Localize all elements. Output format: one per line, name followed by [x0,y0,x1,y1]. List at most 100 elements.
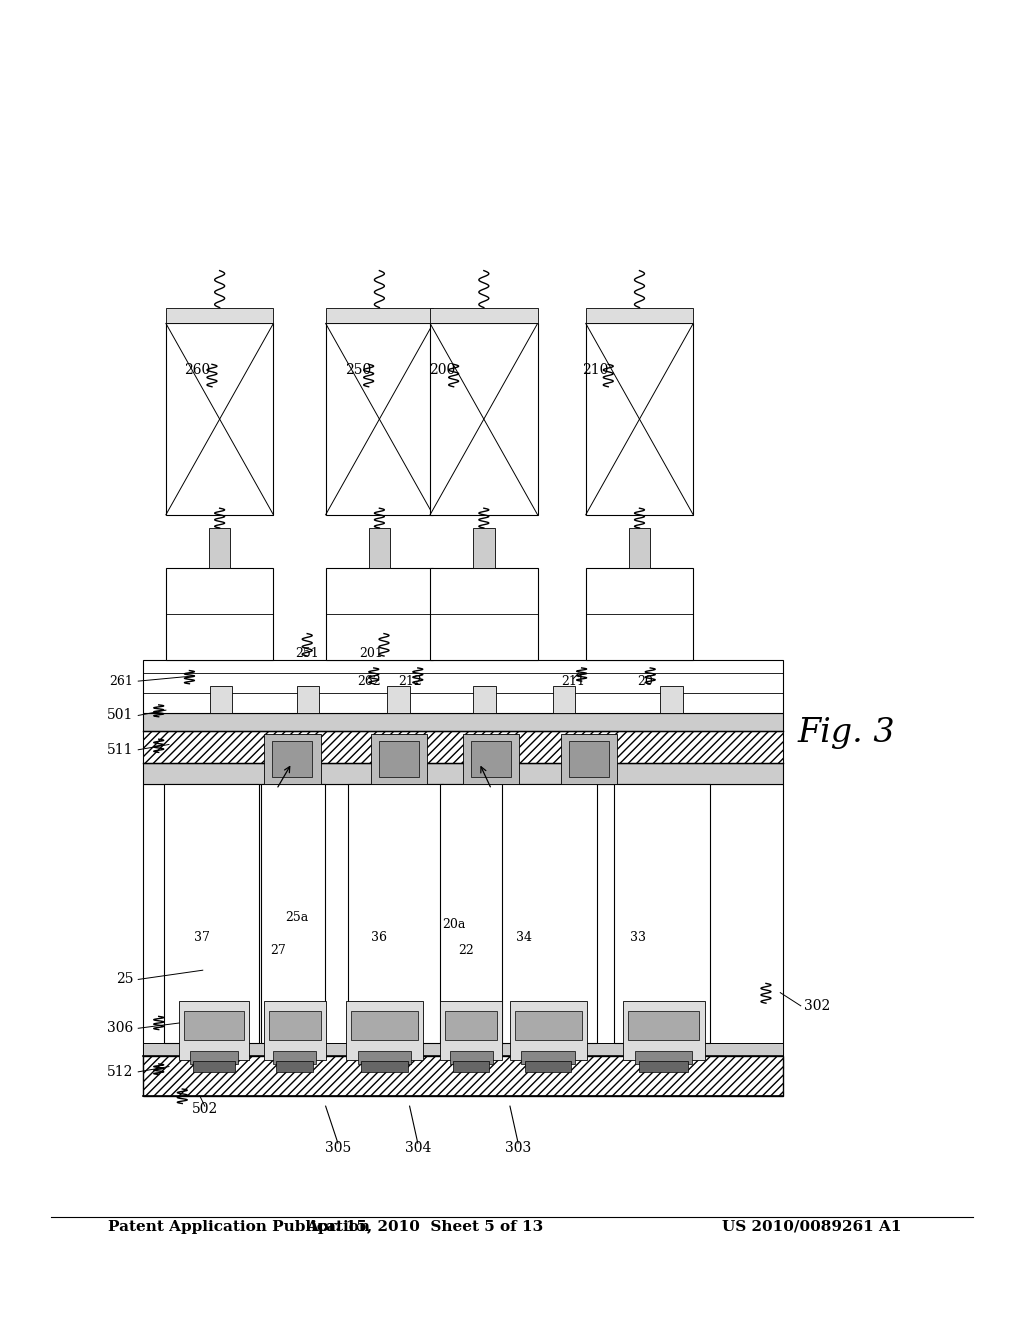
Text: 20: 20 [637,675,653,688]
Text: 304: 304 [404,1142,431,1155]
Bar [586,568,693,660]
Text: 302: 302 [804,999,830,1012]
Bar [445,1011,497,1040]
Bar [326,568,433,660]
Bar [143,660,783,713]
Bar [471,741,511,777]
Bar [326,323,433,515]
Bar [166,308,273,323]
Bar [614,784,710,1043]
Text: 303: 303 [505,1142,531,1155]
Bar [430,568,538,660]
Bar [440,784,504,1043]
Bar [194,1061,234,1072]
Bar [143,713,783,731]
Bar [261,784,325,1043]
Bar [264,1001,326,1060]
Text: 211: 211 [561,675,586,688]
Text: 501: 501 [106,709,133,722]
Bar [628,1011,699,1040]
Bar [326,308,433,323]
Bar [143,763,783,784]
Text: 250: 250 [345,363,372,376]
Bar [264,734,321,784]
Bar [189,1051,239,1064]
Text: 20a: 20a [442,917,465,931]
Bar [297,686,319,713]
Text: 25: 25 [116,973,133,986]
Bar [143,1056,783,1096]
Bar [561,734,617,784]
Bar [166,323,273,515]
Bar [525,1061,571,1072]
Text: Fig. 3: Fig. 3 [797,717,895,748]
Text: Patent Application Publication: Patent Application Publication [108,1220,370,1234]
Text: 305: 305 [325,1142,351,1155]
Bar [164,784,259,1043]
Bar [371,734,427,784]
Text: 22: 22 [458,944,474,957]
Bar [276,1061,313,1072]
Bar [623,1001,705,1060]
Bar [450,1051,493,1064]
Text: 262: 262 [356,675,381,688]
Bar [521,1051,575,1064]
Text: 251: 251 [295,647,319,660]
Bar [348,784,443,1043]
Text: US 2010/0089261 A1: US 2010/0089261 A1 [722,1220,901,1234]
Bar [166,568,273,660]
Bar [660,686,683,713]
Bar [357,1051,412,1064]
Text: 37: 37 [194,931,210,944]
Text: 200: 200 [429,363,456,376]
Bar [184,1011,244,1040]
Bar [639,1061,688,1072]
Bar [210,686,232,713]
Bar [361,1061,408,1072]
Bar [379,741,419,777]
Bar [635,1051,692,1064]
Text: 212: 212 [397,675,422,688]
Text: 261: 261 [110,675,133,688]
Bar [510,1001,587,1060]
Bar [387,686,410,713]
Bar [273,1051,316,1064]
Text: 34: 34 [516,931,532,944]
Text: 512: 512 [106,1065,133,1078]
Text: 306: 306 [106,1022,133,1035]
Text: 27: 27 [270,944,287,957]
Bar [209,528,230,568]
Text: 25a: 25a [286,911,308,924]
Bar [629,528,650,568]
Bar [473,686,496,713]
Text: 260: 260 [184,363,211,376]
Bar [515,1011,582,1040]
Bar [143,1043,783,1056]
Bar [143,784,783,1069]
Text: 36: 36 [371,931,387,944]
Bar [269,1011,321,1040]
Text: 511: 511 [106,743,133,756]
Bar [430,308,538,323]
Bar [351,1011,418,1040]
Bar [502,784,597,1043]
Bar [440,1001,502,1060]
Bar [430,323,538,515]
Bar [586,308,693,323]
Bar [569,741,609,777]
Bar [143,731,783,763]
Bar [346,1001,423,1060]
Bar [586,323,693,515]
Bar [553,686,575,713]
Text: 502: 502 [191,1102,218,1115]
Text: 210: 210 [582,363,608,376]
Bar [179,1001,249,1060]
Bar [463,734,519,784]
Text: Apr. 15, 2010  Sheet 5 of 13: Apr. 15, 2010 Sheet 5 of 13 [306,1220,544,1234]
Bar [453,1061,489,1072]
Bar [369,528,390,568]
Text: 201: 201 [358,647,383,660]
Text: 33: 33 [630,931,646,944]
Bar [473,528,495,568]
Bar [272,741,312,777]
